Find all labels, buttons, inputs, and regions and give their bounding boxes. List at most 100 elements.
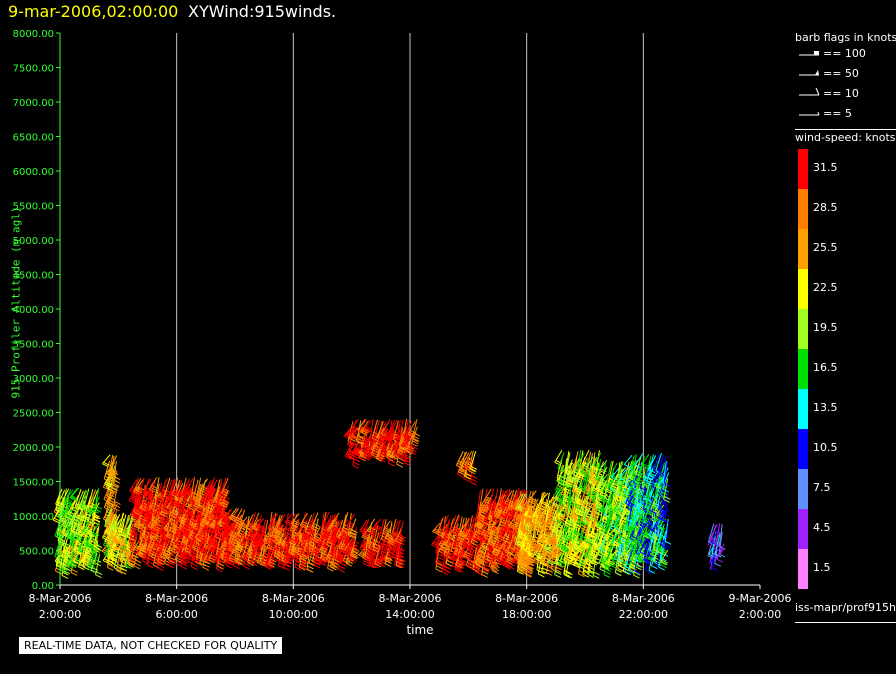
wind-barb-flag <box>80 504 87 509</box>
wind-barb-flag <box>95 544 103 549</box>
wind-barb-flag <box>221 500 228 505</box>
wind-barb-flag <box>87 508 95 513</box>
wind-barb-flag <box>63 570 71 575</box>
wind-barb <box>163 477 171 497</box>
wind-barb <box>182 492 189 512</box>
wind-barb <box>60 545 65 568</box>
wind-barb-flag <box>126 548 133 553</box>
wind-barb-flag <box>125 565 132 569</box>
wind-barb-flag <box>134 562 141 567</box>
wind-barb-flag <box>161 509 168 514</box>
wind-barb <box>129 515 138 533</box>
wind-barb-flag <box>214 509 222 513</box>
wind-barb-flag <box>89 561 96 566</box>
wind-barb-flag <box>223 495 230 500</box>
wind-barb-flag <box>167 550 174 555</box>
wind-barb-flag <box>135 502 142 507</box>
wind-barb-flag <box>217 565 224 570</box>
wind-barb-flag <box>219 556 227 561</box>
wind-barb-flag <box>220 503 228 508</box>
wind-barb-flag <box>55 510 63 515</box>
wind-barb <box>214 490 222 506</box>
wind-barb-flag <box>209 485 217 490</box>
wind-barb <box>192 479 199 500</box>
wind-barb <box>200 526 208 547</box>
wind-barb-flag <box>158 558 165 563</box>
wind-barb-flag <box>338 568 345 573</box>
wind-barb-flag <box>111 486 119 491</box>
wind-barb <box>93 528 99 550</box>
wind-barb-flag <box>107 493 115 498</box>
wind-barb-flag <box>69 560 76 564</box>
wind-barb-flag <box>129 549 137 554</box>
wind-barb-flag <box>91 550 98 554</box>
wind-barb-flag <box>169 521 177 525</box>
wind-barb-flag <box>128 500 136 505</box>
wind-barb-flag <box>233 565 240 570</box>
wind-barb <box>120 514 127 535</box>
wind-barb-flag <box>353 461 360 466</box>
wind-barb <box>145 508 152 527</box>
wind-barb-flag <box>85 512 92 517</box>
wind-barb-flag <box>138 510 146 515</box>
wind-barb-flag <box>79 562 86 567</box>
wind-barb-flag <box>203 546 211 550</box>
wind-barb-flag <box>60 563 68 568</box>
wind-barb-flag <box>338 565 346 570</box>
wind-barb-flag <box>173 504 180 508</box>
wind-barb <box>195 477 202 499</box>
wind-barb <box>221 485 229 501</box>
wind-barb-flag <box>203 563 210 568</box>
wind-barb-flag <box>204 544 212 549</box>
wind-barb-flag <box>170 514 177 519</box>
wind-barb-flag <box>70 562 77 567</box>
wind-barb-flag <box>85 549 93 554</box>
wind-barb-flag <box>154 507 162 512</box>
wind-barb-flag <box>94 508 102 513</box>
wind-barb-flag <box>162 507 170 512</box>
wind-barb-flag <box>62 571 69 576</box>
wind-barb-flag <box>135 489 142 494</box>
wind-barb-flag <box>306 568 314 573</box>
wind-barb-flag <box>181 553 189 558</box>
wind-barb-flag <box>126 546 134 551</box>
wind-barb-flag <box>94 515 101 520</box>
wind-barb <box>129 534 138 551</box>
wind-barb <box>202 485 210 504</box>
wind-barb-flag <box>140 508 147 513</box>
wind-barb <box>132 477 139 496</box>
wind-barb-flag <box>107 470 115 475</box>
wind-barb-flag <box>79 506 86 511</box>
wind-barb-flag <box>158 513 165 518</box>
wind-barb-flag <box>92 557 99 562</box>
wind-barb-flag <box>197 553 204 558</box>
wind-barb <box>91 543 100 559</box>
wind-barb-flag <box>92 509 99 514</box>
wind-barb-flag <box>63 560 71 565</box>
wind-barb <box>197 507 202 530</box>
wind-barb <box>155 483 163 503</box>
wind-barb-flag <box>111 516 118 521</box>
wind-barb-flag <box>78 533 85 538</box>
wind-barb <box>108 513 116 533</box>
wind-barb-flag <box>66 565 73 570</box>
wind-barb-flag <box>208 487 216 492</box>
wind-barb-flag <box>88 524 96 529</box>
wind-barb <box>195 540 203 557</box>
wind-barb-flag <box>133 511 141 516</box>
wind-barb <box>87 488 94 509</box>
wind-barb-flag <box>221 503 228 508</box>
wind-barb-flag <box>110 468 118 473</box>
wind-barb-flag <box>215 536 222 541</box>
wind-barb-flag <box>143 557 150 562</box>
wind-barb-flag <box>135 522 142 527</box>
wind-barb-flag <box>384 563 392 568</box>
wind-barb-flag <box>159 557 166 562</box>
wind-barb-flag <box>71 550 78 555</box>
wind-barb-flag <box>65 552 73 557</box>
wind-barb <box>86 496 95 512</box>
wind-barb-flag <box>162 535 169 539</box>
wind-barb-flag <box>403 462 411 466</box>
wind-barb-flag <box>87 568 95 573</box>
wind-barb-flag <box>170 516 177 520</box>
